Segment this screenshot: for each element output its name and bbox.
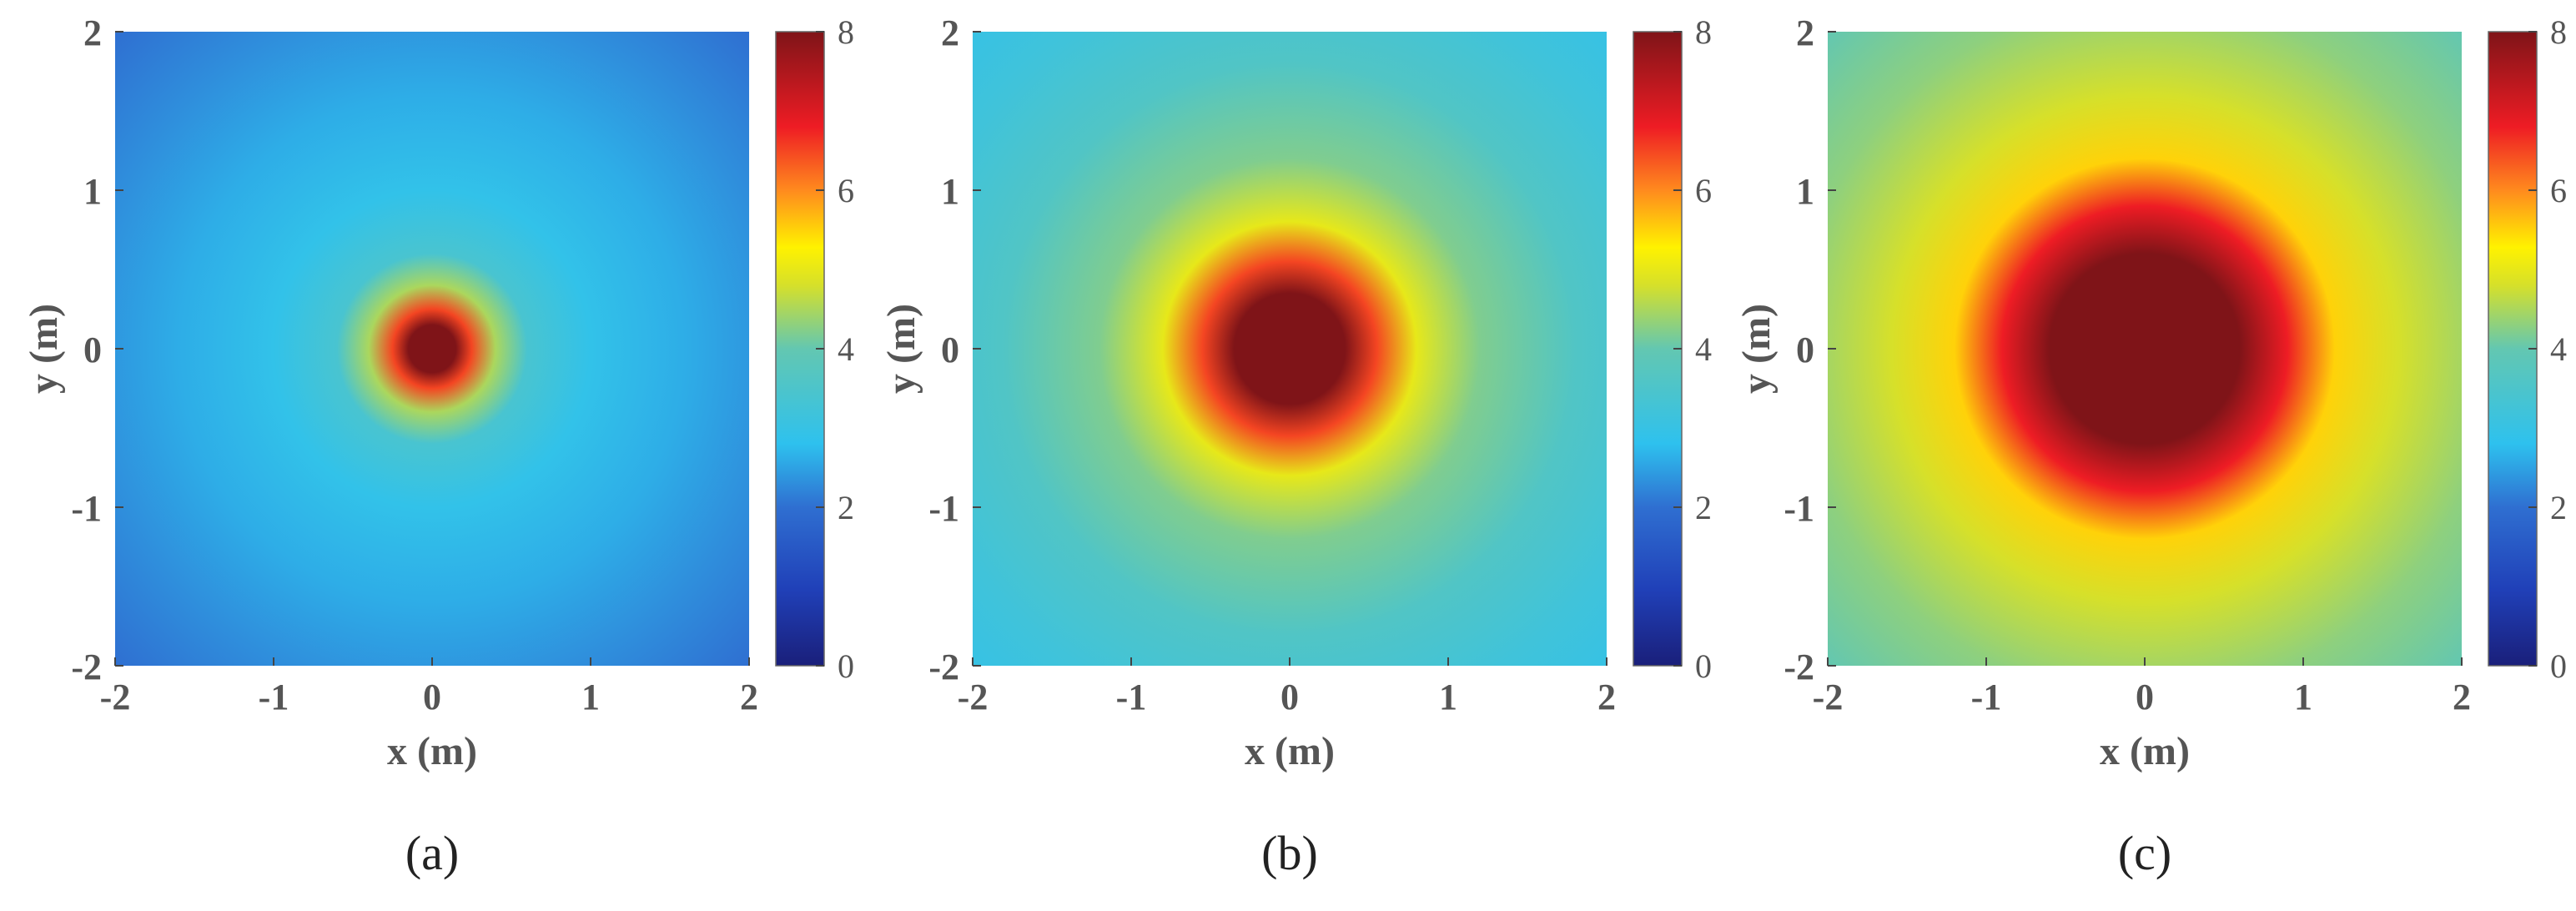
x-tick-label: -2	[1813, 677, 1844, 717]
x-tick-label: 1	[2294, 677, 2312, 717]
x-tick-label: 1	[1439, 677, 1457, 717]
y-tick-label: 0	[941, 330, 959, 370]
colorbar-tick-label: 4	[2550, 330, 2567, 368]
y-tick-label: -2	[928, 647, 959, 687]
panel-caption: (c)	[2118, 826, 2171, 880]
colorbar-tick-label: 6	[2550, 172, 2567, 209]
x-tick-label: -2	[958, 677, 989, 717]
y-tick-label: 2	[83, 13, 102, 53]
x-tick-label: 2	[2453, 677, 2471, 717]
colorbar-tick-label: 2	[838, 489, 854, 526]
y-tick-label: -1	[71, 488, 102, 529]
colorbar-tick-label: 2	[2550, 489, 2567, 526]
panel-3: -2 -1 0 1 2 2 1 0 -1 -2 x (m) y (m) 8 6 4 2 0 (c)	[1734, 13, 2567, 880]
heatmap-field	[973, 32, 1607, 666]
colorbar-tick-label: 0	[1695, 647, 1712, 685]
y-tick-label: -2	[71, 647, 102, 687]
y-tick-label: 1	[83, 171, 102, 212]
x-axis-label: x (m)	[387, 729, 477, 773]
colorbar-tick-label: 0	[2550, 647, 2567, 685]
y-axis-label: y (m)	[22, 304, 66, 394]
colorbar-tick-label: 4	[838, 330, 854, 368]
colorbar-tick-label: 2	[1695, 489, 1712, 526]
x-tick-label: 1	[581, 677, 600, 717]
x-tick-label: -1	[1971, 677, 2002, 717]
x-tick-label: 2	[1597, 677, 1616, 717]
y-tick-label: -1	[928, 488, 959, 529]
y-tick-label: 1	[1796, 171, 1814, 212]
x-tick-label: 0	[423, 677, 441, 717]
y-tick-label: -2	[1784, 647, 1814, 687]
x-tick-label: 0	[1280, 677, 1299, 717]
x-tick-label: 0	[2136, 677, 2154, 717]
colorbar-tick-label: 8	[838, 13, 854, 51]
heatmap-field	[1828, 32, 2462, 666]
y-axis-label: y (m)	[879, 304, 923, 394]
y-tick-label: -1	[1784, 488, 1814, 529]
y-tick-label: 0	[1796, 330, 1814, 370]
x-tick-label: -1	[1116, 677, 1147, 717]
y-tick-label: 2	[1796, 13, 1814, 53]
heatmap-field	[115, 32, 749, 666]
colorbar-tick-label: 8	[1695, 13, 1712, 51]
y-tick-label: 2	[941, 13, 959, 53]
x-tick-label: -2	[100, 677, 131, 717]
x-axis-label: x (m)	[2100, 729, 2190, 773]
x-tick-label: -1	[259, 677, 289, 717]
y-tick-label: 1	[941, 171, 959, 212]
colorbar-tick-label: 6	[1695, 172, 1712, 209]
y-tick-label: 0	[83, 330, 102, 370]
panel-1: -2 -1 0 1 2 2 1 0 -1 -2 x (m) y (m) 8 6 4 2 0 (a)	[22, 13, 854, 880]
panel-caption: (a)	[405, 826, 459, 880]
x-tick-label: 2	[740, 677, 758, 717]
panel-caption: (b)	[1261, 826, 1318, 880]
colorbar	[1633, 31, 1683, 667]
colorbar-tick-label: 6	[838, 172, 854, 209]
colorbar-tick-label: 4	[1695, 330, 1712, 368]
colorbar-tick-label: 0	[838, 647, 854, 685]
y-axis-label: y (m)	[1734, 304, 1779, 394]
x-axis-label: x (m)	[1245, 729, 1335, 773]
colorbar-tick-label: 8	[2550, 13, 2567, 51]
panel-2: -2 -1 0 1 2 2 1 0 -1 -2 x (m) y (m) 8 6 4 2 0 (b)	[879, 13, 1712, 880]
